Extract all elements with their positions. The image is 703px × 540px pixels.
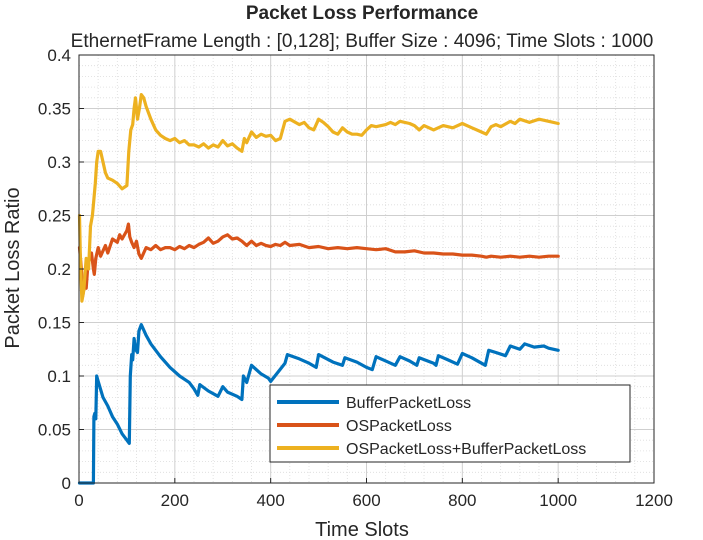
y-tick-label: 0.4: [47, 46, 71, 65]
y-tick-label: 0.05: [38, 421, 71, 440]
chart-subtitle: EthernetFrame Length : [0,128]; Buffer S…: [71, 31, 654, 52]
y-tick-label: 0: [62, 474, 71, 493]
y-axis: 0 0.05 0.1 0.15 0.2 0.25 0.3 0.35 0.4: [38, 46, 84, 493]
y-tick-label: 0.25: [38, 207, 71, 226]
x-tick-label: 0: [74, 491, 83, 510]
y-tick-label: 0.2: [47, 260, 71, 279]
x-tick-label: 200: [161, 491, 189, 510]
y-tick-label: 0.1: [47, 367, 71, 386]
series-line-combined-packet-loss: [77, 93, 560, 303]
series-layer: [77, 93, 560, 485]
x-tick-label: 400: [256, 491, 284, 510]
x-tick-label: 1200: [635, 491, 673, 510]
legend: BufferPacketLoss OSPacketLoss OSPacketLo…: [269, 384, 631, 463]
y-tick-label: 0.3: [47, 153, 71, 172]
legend-label-combined: OSPacketLoss+BufferPacketLoss: [346, 441, 586, 458]
series-line-os-packet-loss: [77, 222, 560, 298]
x-axis: 0 200 400 600 800 1000 1200: [74, 478, 673, 510]
y-tick-label: 0.15: [38, 314, 71, 333]
x-tick-label: 800: [448, 491, 476, 510]
y-tick-label: 0.35: [38, 100, 71, 119]
x-axis-label: Time Slots: [315, 519, 409, 540]
x-tick-label: 1000: [539, 491, 577, 510]
legend-label-buffer: BufferPacketLoss: [346, 395, 471, 412]
y-axis-label: Packet Loss Ratio: [2, 187, 24, 348]
chart-title: Packet Loss Performance: [246, 3, 478, 24]
legend-label-os: OSPacketLoss: [346, 418, 452, 435]
x-tick-label: 600: [352, 491, 380, 510]
series-line-buffer-packet-loss: [77, 323, 560, 485]
